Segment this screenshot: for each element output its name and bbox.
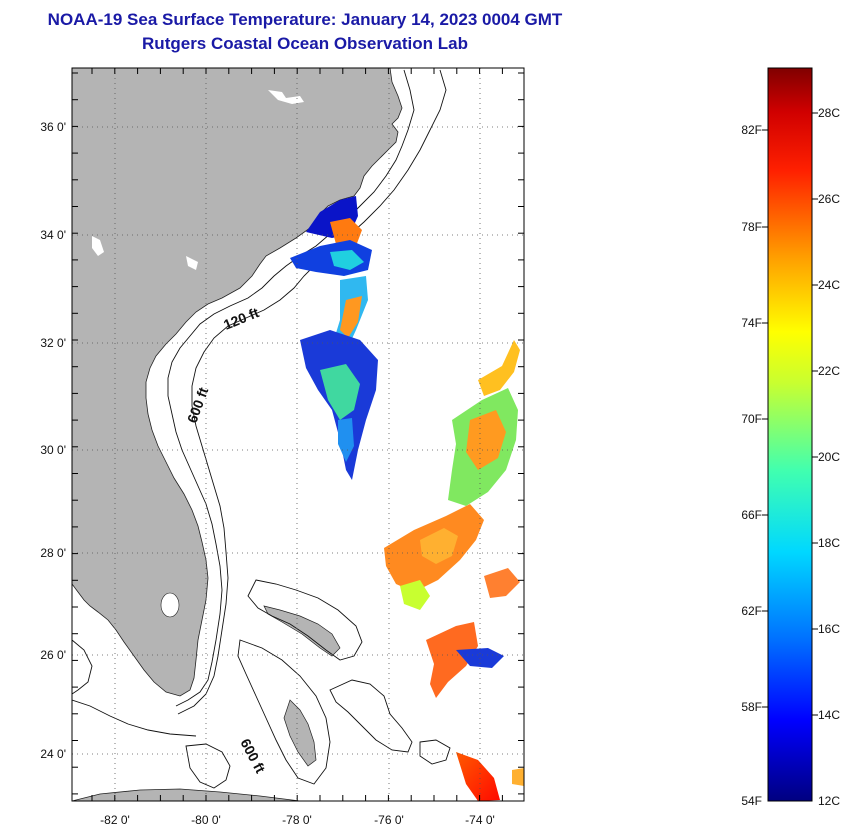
lake-small <box>268 90 304 104</box>
colorbar-label-c: 26C <box>818 192 840 206</box>
sst-patch <box>330 250 364 270</box>
graticule <box>72 68 524 801</box>
lat-label: 28 0' <box>40 546 66 560</box>
land-cuba <box>72 788 301 801</box>
lon-label: -76 0' <box>374 813 404 827</box>
sst-data <box>290 196 524 801</box>
lat-label: 32 0' <box>40 336 66 350</box>
title-line-2: Rutgers Coastal Ocean Observation Lab <box>142 34 468 53</box>
lake-okeechobee <box>160 592 180 618</box>
sst-patch <box>484 568 520 598</box>
colorbar-label-f: 74F <box>741 316 762 330</box>
bathymetry-contours <box>72 69 451 789</box>
lon-label: -82 0' <box>100 813 130 827</box>
colorbar-label-f: 58F <box>741 700 762 714</box>
sst-patch <box>330 218 362 246</box>
lat-label: 26 0' <box>40 648 66 662</box>
lat-label: 36 0' <box>40 120 66 134</box>
sst-patch <box>340 296 362 338</box>
lake-small <box>92 236 104 256</box>
land-bahamas-north <box>263 605 341 657</box>
colorbar-label-f: 66F <box>741 508 762 522</box>
sst-patch <box>420 528 458 564</box>
colorbar-label-c: 24C <box>818 278 840 292</box>
colorbar-label-f: 54F <box>741 794 762 808</box>
sst-patch <box>456 752 500 801</box>
lon-label: -74 0' <box>465 813 495 827</box>
lake-small <box>186 256 198 270</box>
sst-patch <box>400 580 430 610</box>
colorbar-label-f: 62F <box>741 604 762 618</box>
map-content <box>72 68 524 801</box>
sst-patch <box>426 622 478 698</box>
colorbar-label-c: 14C <box>818 708 840 722</box>
sst-patch <box>466 410 506 470</box>
sst-patch <box>320 364 360 420</box>
land-bahamas-central <box>283 699 317 767</box>
colorbar-label-c: 22C <box>818 364 840 378</box>
frame-ticks <box>72 68 524 801</box>
sst-patch <box>478 340 520 396</box>
lat-label: 24 0' <box>40 747 66 761</box>
colorbar-label-c: 18C <box>818 536 840 550</box>
land-mainland <box>72 68 403 697</box>
sst-patch <box>338 418 354 462</box>
title-line-1: NOAA-19 Sea Surface Temperature: January… <box>47 10 563 29</box>
colorbar-label-c: 12C <box>818 794 840 808</box>
colorbar-label-c: 20C <box>818 450 840 464</box>
sst-patch <box>512 768 524 786</box>
colorbar-label-c: 16C <box>818 622 840 636</box>
colorbar-label-c: 28C <box>818 106 840 120</box>
colorbar <box>767 67 813 802</box>
lon-label: -78 0' <box>282 813 312 827</box>
colorbar-ticks <box>762 112 818 716</box>
colorbar-label-f: 78F <box>741 220 762 234</box>
lat-label: 30 0' <box>40 443 66 457</box>
map-frame <box>71 67 525 802</box>
colorbar-label-f: 70F <box>741 412 762 426</box>
colorbar-label-f: 82F <box>741 123 762 137</box>
lon-label: -80 0' <box>191 813 221 827</box>
lat-label: 34 0' <box>40 228 66 242</box>
